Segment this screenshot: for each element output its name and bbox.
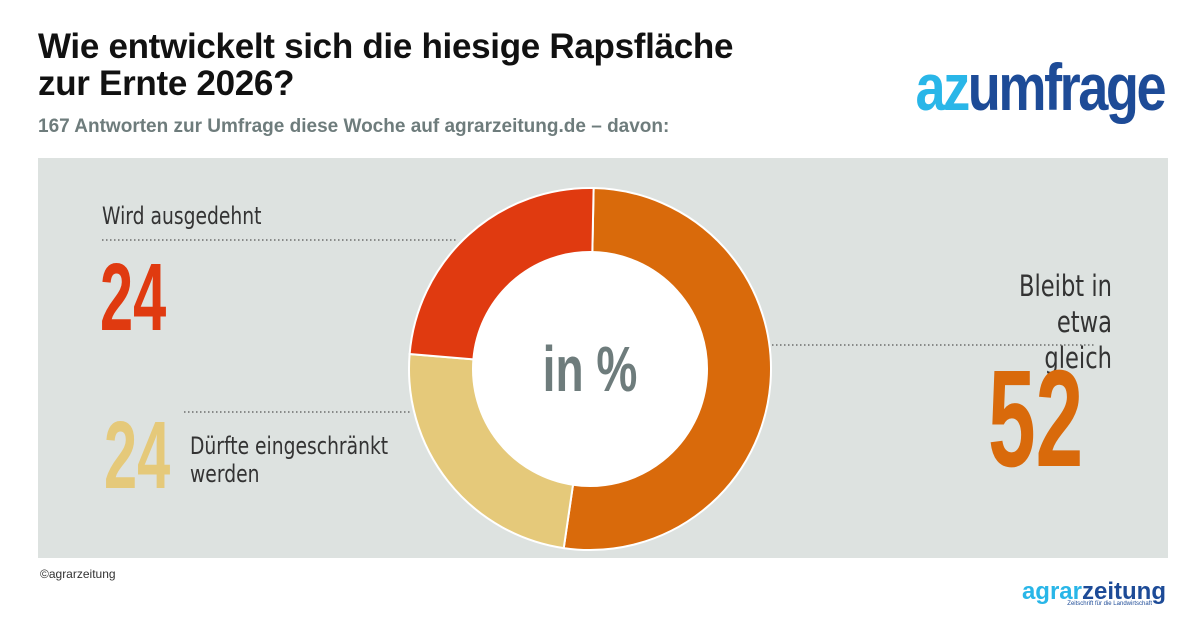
azumfrage-logo: azumfrage <box>915 50 1167 124</box>
value-wird-ausgedehnt: 24 <box>100 244 167 351</box>
label-bleibt-gleich: Bleibt in etwa gleich <box>961 268 1112 376</box>
value-bleibt-gleich: 52 <box>988 342 1084 496</box>
logo-part-az: az <box>915 50 970 124</box>
slice-bleibt-in-etwa-gleich <box>562 187 772 551</box>
center-label: in % <box>543 334 638 405</box>
label-bleibt-line-1: Bleibt in etwa <box>1018 269 1112 339</box>
donut-chart: in % <box>102 187 1094 551</box>
title-line-1: Wie entwickelt sich die hiesige Rapsfläc… <box>38 27 734 66</box>
chart-subtitle: 167 Antworten zur Umfrage diese Woche au… <box>38 116 670 137</box>
agrarzeitung-logo: agrarzeitung <box>1022 578 1166 606</box>
label-wird-ausgedehnt: Wird ausgedehnt <box>102 202 262 230</box>
label-duerfte-line-1: Dürfte eingeschränkt <box>190 432 389 460</box>
logo-tagline: Zeitschrift für die Landwirtschaft <box>1067 601 1152 607</box>
logo-part-agrar: agrar <box>1021 578 1082 605</box>
label-duerfte-eingeschraenkt: Dürfte eingeschränkt werden <box>190 432 388 488</box>
label-duerfte-line-2: werden <box>190 460 260 488</box>
copyright-note: ©agrarzeitung <box>40 567 116 581</box>
chart-title: Wie entwickelt sich die hiesige Rapsfläc… <box>38 28 733 102</box>
label-bleibt-line-2: gleich <box>1044 341 1112 375</box>
title-line-2: zur Ernte 2026? <box>38 64 295 103</box>
logo-part-umfrage: umfrage <box>967 50 1167 124</box>
value-duerfte-eingeschraenkt: 24 <box>104 402 171 509</box>
chart-panel: in % Wird ausgedehnt 24 24 Dürfte einges… <box>38 158 1168 558</box>
donut-hole <box>473 252 707 486</box>
logo-part-zeitung: zeitung <box>1082 578 1166 605</box>
